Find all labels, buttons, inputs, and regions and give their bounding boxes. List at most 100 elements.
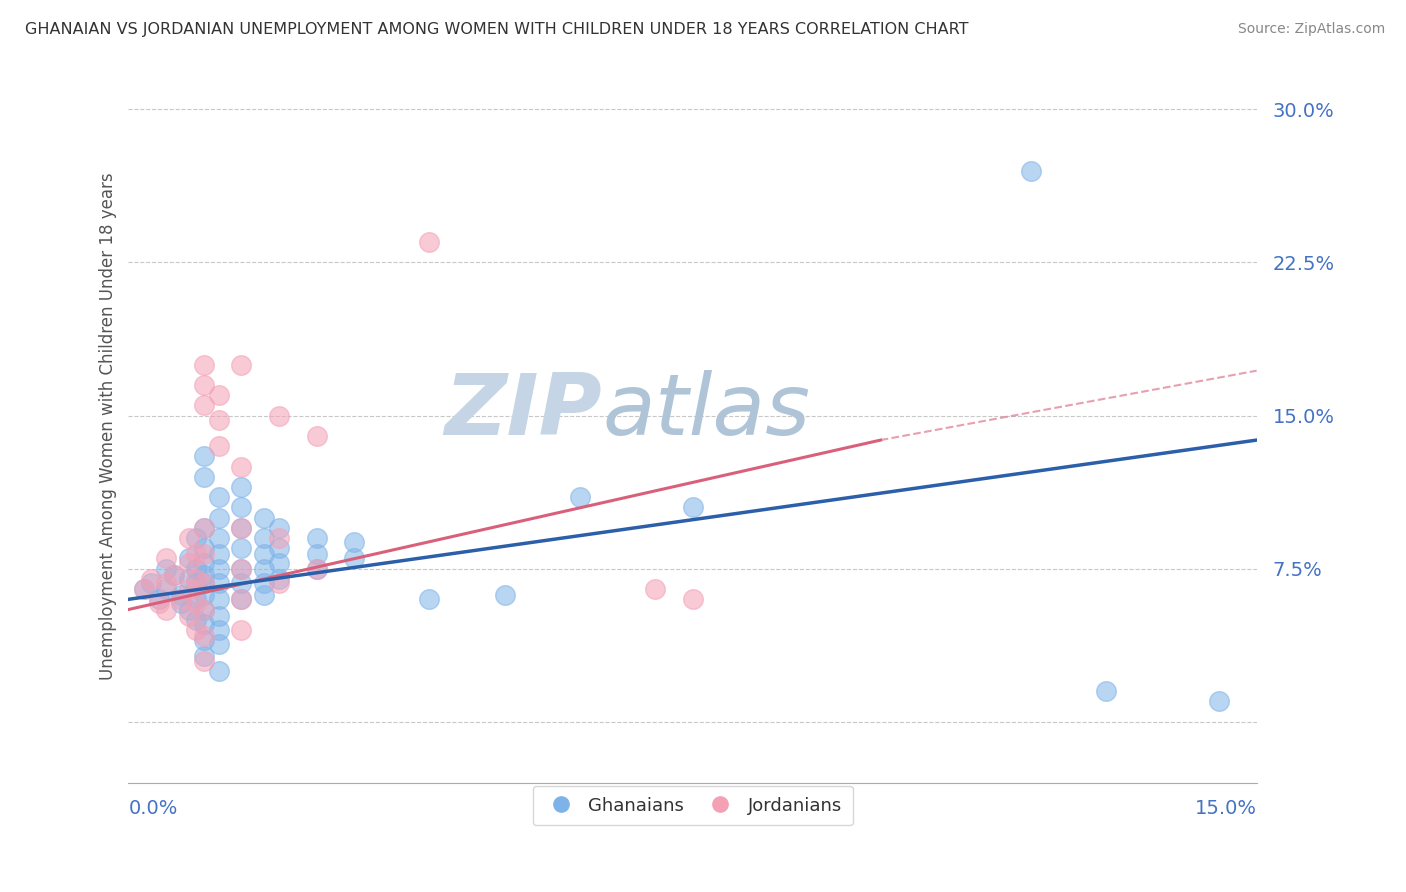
Point — [231, 592, 253, 607]
Text: 15.0%: 15.0% — [1195, 799, 1257, 818]
Point — [231, 562, 253, 576]
Y-axis label: Unemployment Among Women with Children Under 18 years: Unemployment Among Women with Children U… — [100, 172, 117, 680]
Point — [267, 521, 290, 535]
Text: GHANAIAN VS JORDANIAN UNEMPLOYMENT AMONG WOMEN WITH CHILDREN UNDER 18 YEARS CORR: GHANAIAN VS JORDANIAN UNEMPLOYMENT AMONG… — [25, 22, 969, 37]
Point — [208, 664, 231, 678]
Point — [139, 576, 162, 591]
Point — [494, 588, 516, 602]
Point — [132, 582, 155, 596]
Point — [231, 521, 253, 535]
Point — [186, 623, 208, 637]
Point — [208, 562, 231, 576]
Point — [267, 541, 290, 556]
Point — [139, 572, 162, 586]
Point — [193, 588, 215, 602]
Point — [193, 548, 215, 562]
Text: 0.0%: 0.0% — [128, 799, 177, 818]
Point — [231, 480, 253, 494]
Point — [193, 378, 215, 392]
Point — [186, 576, 208, 591]
Point — [682, 592, 704, 607]
Point — [170, 588, 193, 602]
Point — [253, 531, 276, 545]
Point — [418, 235, 440, 249]
Point — [186, 613, 208, 627]
Point — [177, 551, 200, 566]
Point — [162, 567, 184, 582]
Point — [253, 562, 276, 576]
Point — [193, 521, 215, 535]
Point — [155, 576, 177, 591]
Point — [231, 541, 253, 556]
Text: ZIP: ZIP — [444, 370, 602, 453]
Point — [193, 567, 215, 582]
Point — [1019, 163, 1042, 178]
Point — [155, 562, 177, 576]
Point — [177, 556, 200, 570]
Point — [193, 576, 215, 591]
Point — [267, 576, 290, 591]
Point — [208, 576, 231, 591]
Point — [186, 548, 208, 562]
Point — [305, 548, 328, 562]
Point — [186, 592, 208, 607]
Point — [193, 358, 215, 372]
Point — [208, 592, 231, 607]
Point — [208, 490, 231, 504]
Point — [267, 531, 290, 545]
Point — [208, 608, 231, 623]
Point — [193, 556, 215, 570]
Point — [568, 490, 591, 504]
Point — [682, 500, 704, 515]
Point — [208, 637, 231, 651]
Point — [267, 572, 290, 586]
Point — [305, 429, 328, 443]
Point — [193, 633, 215, 648]
Point — [253, 588, 276, 602]
Point — [208, 623, 231, 637]
Point — [253, 510, 276, 524]
Point — [267, 556, 290, 570]
Point — [343, 535, 366, 549]
Point — [231, 623, 253, 637]
Point — [148, 592, 170, 607]
Point — [305, 562, 328, 576]
Point — [1095, 684, 1118, 698]
Point — [305, 531, 328, 545]
Point — [177, 582, 200, 596]
Point — [193, 602, 215, 616]
Point — [193, 649, 215, 664]
Point — [186, 596, 208, 610]
Point — [418, 592, 440, 607]
Point — [305, 562, 328, 576]
Point — [267, 409, 290, 423]
Point — [193, 398, 215, 412]
Point — [186, 531, 208, 545]
Point — [208, 439, 231, 453]
Point — [1208, 694, 1230, 708]
Point — [148, 596, 170, 610]
Point — [231, 459, 253, 474]
Point — [208, 510, 231, 524]
Point — [170, 592, 193, 607]
Legend: Ghanaians, Jordanians: Ghanaians, Jordanians — [533, 786, 852, 825]
Point — [177, 608, 200, 623]
Text: Source: ZipAtlas.com: Source: ZipAtlas.com — [1237, 22, 1385, 37]
Point — [231, 562, 253, 576]
Point — [186, 572, 208, 586]
Point — [208, 388, 231, 402]
Point — [208, 412, 231, 426]
Point — [208, 548, 231, 562]
Point — [231, 358, 253, 372]
Point — [253, 576, 276, 591]
Point — [193, 576, 215, 591]
Point — [644, 582, 666, 596]
Point — [231, 592, 253, 607]
Point — [155, 582, 177, 596]
Point — [343, 551, 366, 566]
Text: atlas: atlas — [602, 370, 810, 453]
Point — [155, 551, 177, 566]
Point — [208, 531, 231, 545]
Point — [231, 576, 253, 591]
Point — [193, 616, 215, 631]
